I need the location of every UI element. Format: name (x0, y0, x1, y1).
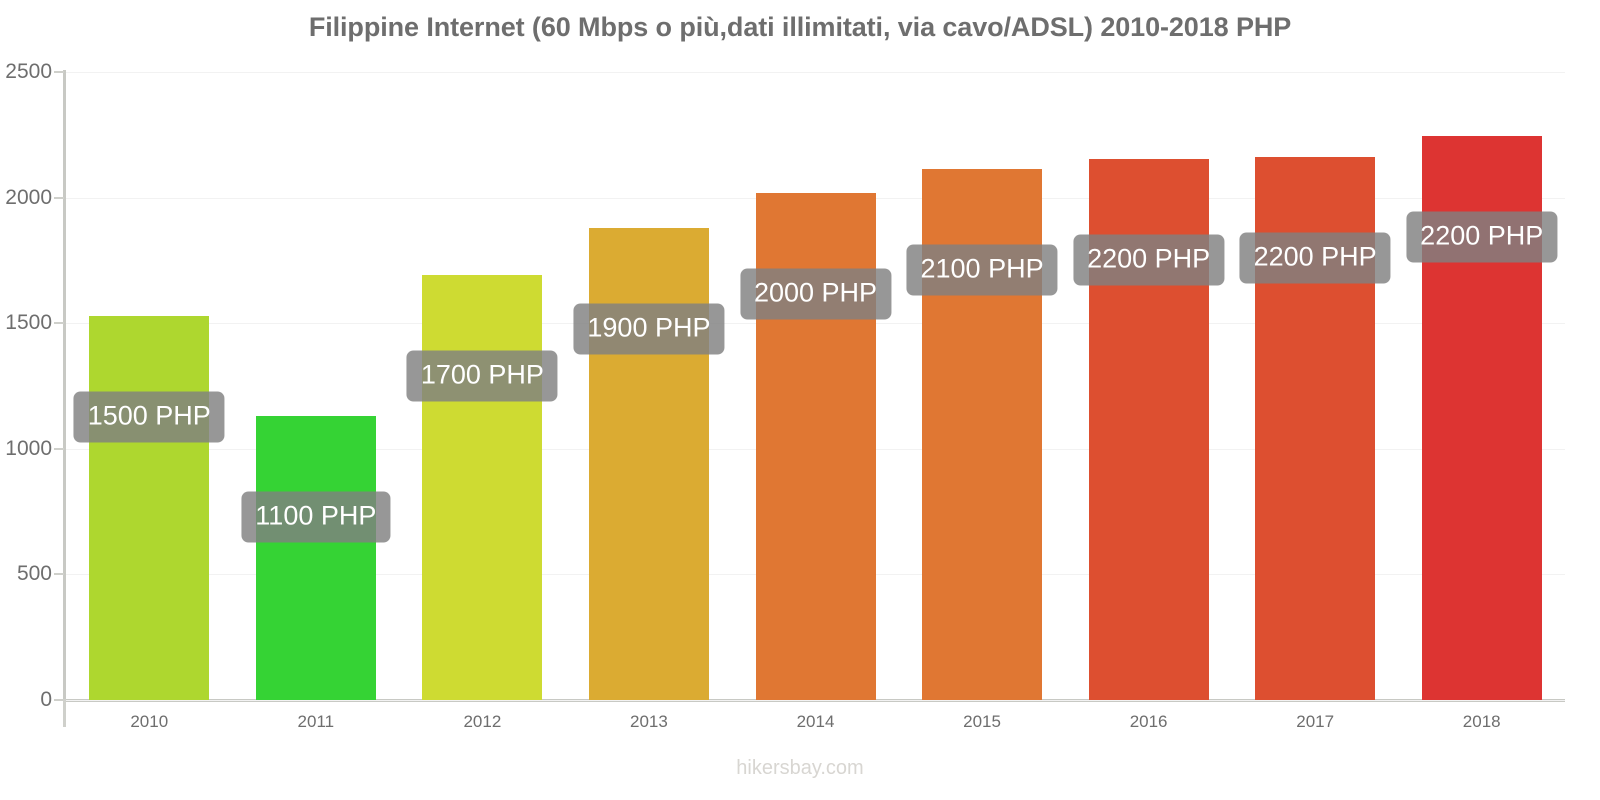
bar-value-label-2017: 2200 PHP (1239, 232, 1391, 284)
y-axis-tick-mark (54, 699, 64, 701)
bar-value-label-2013: 1900 PHP (573, 303, 725, 355)
gridline (66, 700, 1565, 701)
bar-2010[interactable] (89, 315, 210, 700)
x-axis-tick-label-2018: 2018 (1462, 712, 1501, 731)
plot-area: 1500 PHP 1100 PHP 1700 PHP 1900 PHP 2000 PHP… (66, 72, 1565, 701)
y-axis-tick-label: 500 (16, 562, 52, 586)
y-axis-tick-label: 2000 (5, 185, 52, 209)
y-axis-tick-mark (54, 573, 64, 576)
x-axis-tick-label-2014: 2014 (796, 712, 835, 731)
x-axis-tick-label-2017: 2017 (1296, 712, 1335, 731)
x-axis-tick-label-2012: 2012 (463, 712, 502, 731)
y-axis-tick-mark (54, 71, 64, 73)
bar-2012[interactable] (422, 275, 543, 700)
watermark: hikersbay.com (736, 757, 864, 779)
gridline (66, 72, 1565, 73)
bar-value-label-2014: 2000 PHP (739, 268, 892, 320)
y-axis-tick-mark (54, 447, 64, 450)
bar-2013[interactable] (588, 227, 709, 700)
y-axis-tick-label: 0 (40, 688, 52, 711)
bar-value-label-2016: 2200 PHP (1073, 234, 1225, 286)
page-title: Filippine Internet (60 Mbps o più,dati i… (308, 12, 1292, 42)
bar-value-label-2010: 1500 PHP (73, 391, 225, 443)
x-axis-tick-label-2011: 2011 (297, 712, 335, 731)
y-axis-tick-mark (54, 322, 64, 325)
y-axis-line (63, 70, 66, 702)
y-axis-tick-mark (54, 196, 64, 199)
bar-2011[interactable] (255, 416, 376, 700)
bar-value-label-2012: 1700 PHP (406, 350, 558, 402)
x-axis-origin-tick (63, 699, 66, 727)
y-axis-tick-label: 1500 (5, 311, 52, 335)
y-axis-tick-label: 2500 (5, 60, 52, 83)
bar-value-label-2018: 2200 PHP (1406, 211, 1558, 263)
bar-value-label-2015: 2100 PHP (906, 244, 1058, 296)
x-axis-tick-label-2013: 2013 (630, 712, 668, 731)
y-axis-tick-label: 1000 (5, 436, 52, 460)
x-axis-tick-label-2016: 2016 (1129, 712, 1168, 731)
x-axis-tick-label-2010: 2010 (130, 712, 169, 731)
x-axis-tick-label-2015: 2015 (963, 712, 1001, 731)
bar-value-label-2011: 1100 PHP (241, 491, 391, 543)
